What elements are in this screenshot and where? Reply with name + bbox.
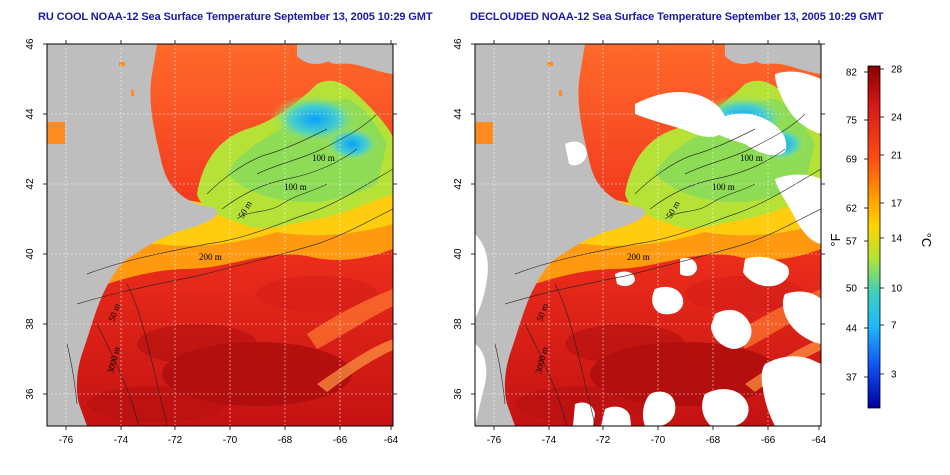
lon-tick-label: -64: [812, 435, 827, 446]
lon-tick-label: -72: [168, 435, 183, 446]
celsius-tick-label: 3: [891, 370, 897, 381]
lon-tick-label: -76: [59, 435, 74, 446]
left-map-frame: [46, 43, 394, 427]
fahrenheit-tick-label: 37: [846, 373, 858, 384]
contour-label: 100 m: [712, 182, 735, 192]
right-map-title: DECLOUDED NOAA-12 Sea Surface Temperatur…: [470, 11, 884, 23]
contour-label: 100 m: [312, 153, 335, 163]
celsius-label: °C: [919, 233, 934, 248]
lon-tick-label: -72: [596, 435, 611, 446]
celsius-tick-label: 24: [891, 113, 903, 124]
fahrenheit-tick-label: 57: [846, 237, 858, 248]
celsius-tick-label: 17: [891, 199, 903, 210]
lat-tick-label: 38: [453, 318, 464, 330]
celsius-tick-label: 10: [891, 284, 903, 295]
celsius-tick-label: 14: [891, 234, 903, 245]
contour-label: 200 m: [627, 252, 650, 262]
contour-label: 100 m: [284, 182, 307, 192]
lon-tick-label: -66: [333, 435, 348, 446]
right-map-frame: [474, 43, 822, 427]
lat-tick-label: 38: [25, 318, 36, 330]
left-sst-map: 100 m 100 m 50 m 200 m 50 m 3000 m: [47, 44, 393, 426]
colorbar: [867, 65, 881, 409]
lat-tick-label: 44: [453, 108, 464, 120]
lon-tick-label: -68: [706, 435, 721, 446]
lat-tick-label: 36: [25, 388, 36, 400]
lat-tick-label: 46: [25, 38, 36, 50]
contour-label: 100 m: [740, 153, 763, 163]
lat-tick-label: 44: [25, 108, 36, 120]
lon-tick-label: -64: [384, 435, 399, 446]
lat-tick-label: 36: [453, 388, 464, 400]
right-sst-map: 100 m 100 m 50 m 200 m 50 m 3000 m: [475, 44, 821, 426]
celsius-tick-label: 28: [891, 65, 903, 76]
lat-tick-label: 46: [453, 38, 464, 50]
left-map-title: RU COOL NOAA-12 Sea Surface Temperature …: [38, 11, 433, 23]
celsius-tick-label: 21: [891, 151, 903, 162]
lon-tick-label: -76: [487, 435, 502, 446]
axes-layer: 46 44 42 40 38 36 -76 -74 -72 -70 -68 -66 -64 46 44 42 4…: [25, 38, 827, 446]
fahrenheit-label: °F: [828, 233, 843, 246]
fahrenheit-tick-label: 82: [846, 68, 858, 79]
fahrenheit-tick-label: 69: [846, 155, 858, 166]
celsius-tick-label: 7: [891, 321, 897, 332]
fahrenheit-tick-label: 50: [846, 284, 858, 295]
lon-tick-label: -68: [278, 435, 293, 446]
contour-label: 200 m: [199, 252, 222, 262]
lon-tick-label: -70: [223, 435, 238, 446]
lon-tick-label: -66: [761, 435, 776, 446]
lat-tick-label: 40: [453, 248, 464, 260]
colorbar-ticks: 82 75 69 62 57 50 44 37 28 24 21 17 14 10 7 3: [846, 65, 903, 384]
lon-tick-label: -70: [651, 435, 666, 446]
lon-tick-label: -74: [542, 435, 557, 446]
lon-tick-label: -74: [114, 435, 129, 446]
fahrenheit-tick-label: 44: [846, 324, 858, 335]
lat-tick-label: 42: [453, 178, 464, 190]
lat-tick-label: 42: [25, 178, 36, 190]
lat-tick-label: 40: [25, 248, 36, 260]
fahrenheit-tick-label: 62: [846, 204, 858, 215]
fahrenheit-tick-label: 75: [846, 116, 858, 127]
